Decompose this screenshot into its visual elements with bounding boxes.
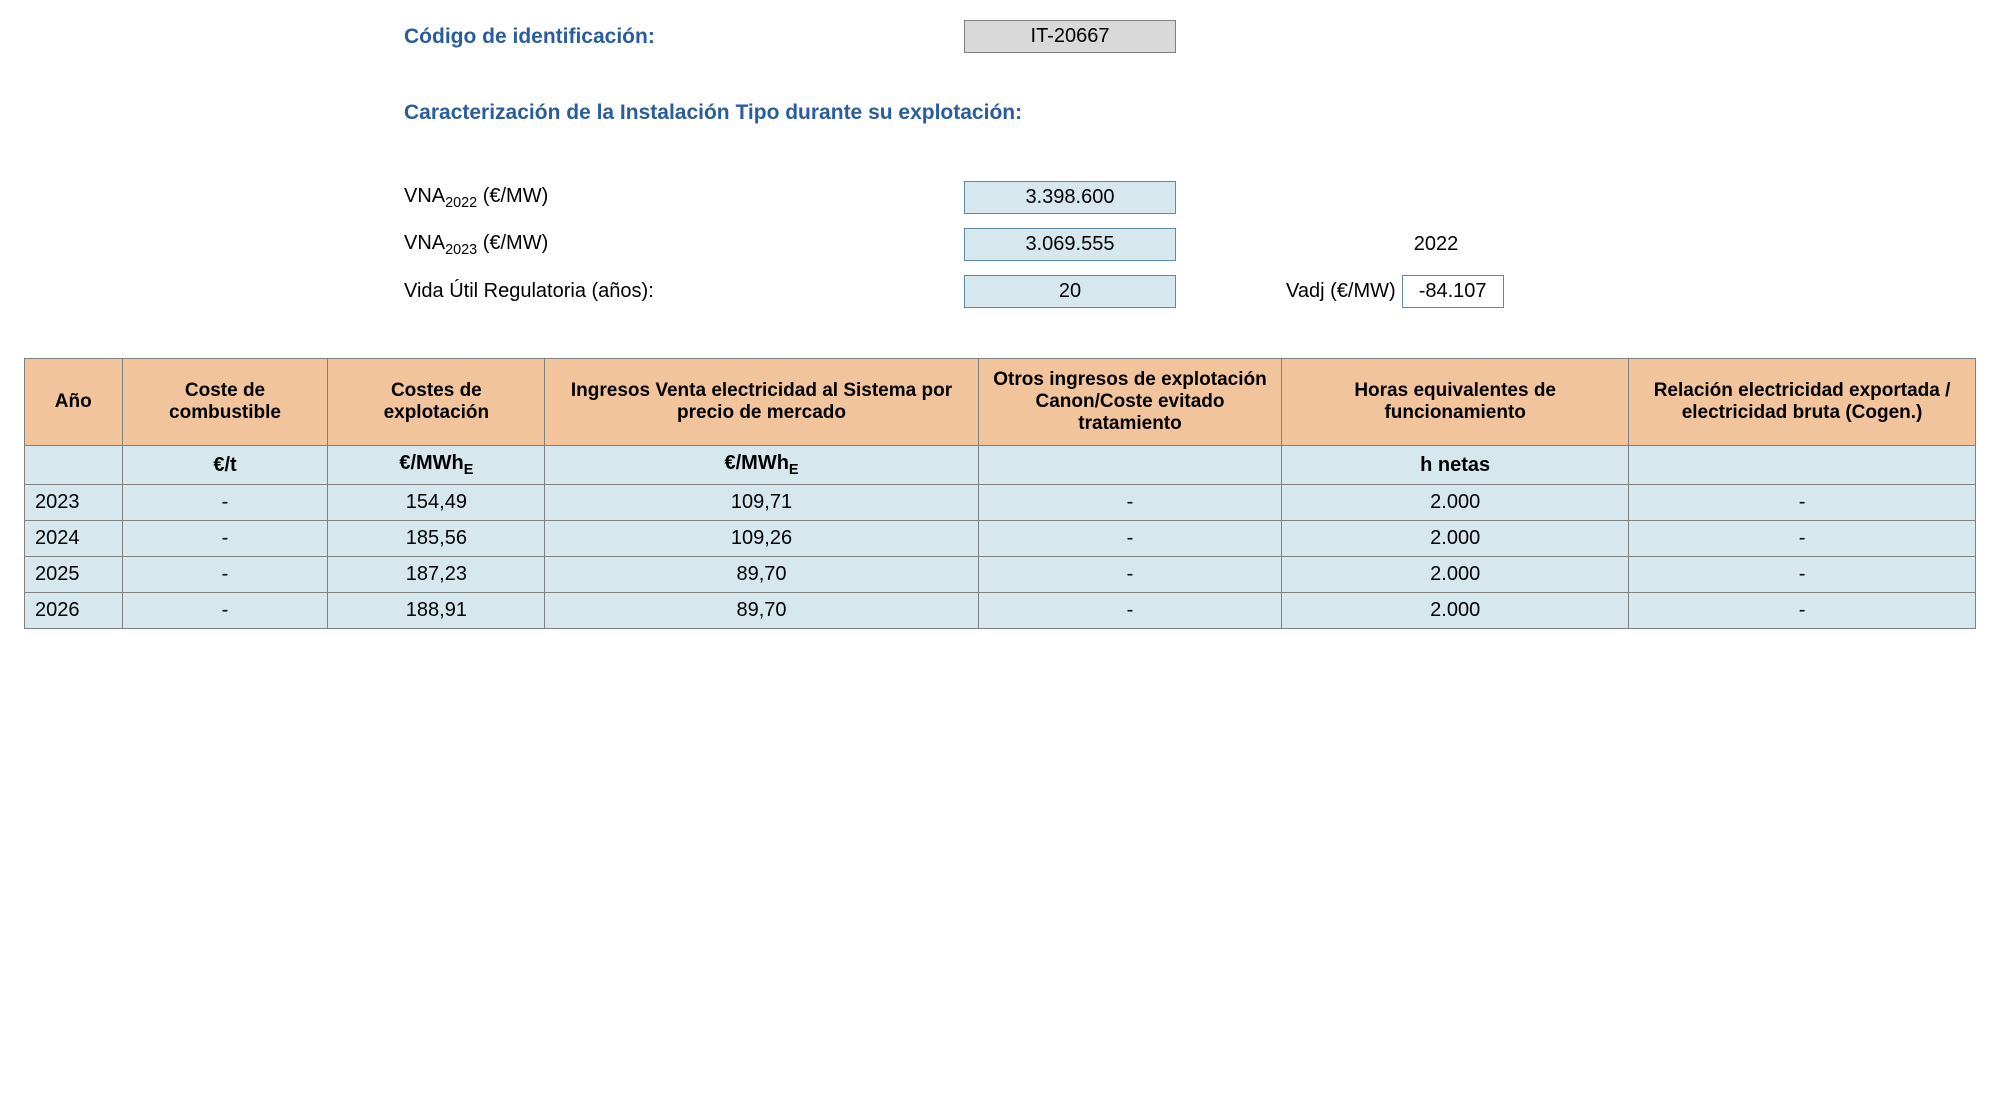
vna2023-label-post: (€/MW) <box>477 232 548 254</box>
th-coste-combustible: Coste de combustible <box>122 359 328 446</box>
unit-ingresos-venta-sub: E <box>789 462 799 478</box>
unit-otros-ingresos <box>978 446 1281 485</box>
header-area: Código de identificación: IT-20667 Carac… <box>404 20 1976 308</box>
cell-ano: 2024 <box>25 521 123 557</box>
th-costes-explotacion: Costes de explotación <box>328 359 545 446</box>
cell-coste-comb: - <box>122 485 328 521</box>
cell-costes-exp: 187,23 <box>328 557 545 593</box>
cell-coste-comb: - <box>122 521 328 557</box>
unit-ingresos-venta: €/MWhE <box>545 446 979 485</box>
section-title: Caracterización de la Instalación Tipo d… <box>404 101 1976 125</box>
cell-otros-ingresos: - <box>978 557 1281 593</box>
unit-coste-comb: €/t <box>122 446 328 485</box>
cell-horas-eq: 2.000 <box>1282 521 1629 557</box>
table-header-row: Año Coste de combustible Costes de explo… <box>25 359 1976 446</box>
vadj-value: -84.107 <box>1402 275 1504 308</box>
table-row: 2024-185,56109,26-2.000- <box>25 521 1976 557</box>
cell-ingresos-venta: 109,71 <box>545 485 979 521</box>
cell-costes-exp: 185,56 <box>328 521 545 557</box>
cell-horas-eq: 2.000 <box>1282 593 1629 629</box>
th-relacion: Relación electricidad exportada / electr… <box>1629 359 1976 446</box>
vna2023-label-sub: 2023 <box>445 242 477 258</box>
unit-ingresos-venta-pre: €/MWh <box>724 452 788 474</box>
th-otros-ingresos: Otros ingresos de explotación Canon/Cost… <box>978 359 1281 446</box>
cell-horas-eq: 2.000 <box>1282 485 1629 521</box>
cell-otros-ingresos: - <box>978 521 1281 557</box>
cell-ano: 2025 <box>25 557 123 593</box>
vida-row: Vida Útil Regulatoria (años): 20 Vadj (€… <box>404 275 1976 308</box>
th-ano: Año <box>25 359 123 446</box>
cell-ingresos-venta: 89,70 <box>545 557 979 593</box>
cell-relacion: - <box>1629 557 1976 593</box>
table-row: 2026-188,9189,70-2.000- <box>25 593 1976 629</box>
cell-ingresos-venta: 109,26 <box>545 521 979 557</box>
vna2022-row: VNA2022 (€/MW) 3.398.600 <box>404 181 1976 214</box>
cell-coste-comb: - <box>122 593 328 629</box>
code-label: Código de identificación: <box>404 25 964 49</box>
unit-costes-exp: €/MWhE <box>328 446 545 485</box>
vna2023-label: VNA2023 (€/MW) <box>404 232 964 258</box>
vna2023-row: VNA2023 (€/MW) 3.069.555 2022 <box>404 228 1976 261</box>
vna2023-label-pre: VNA <box>404 232 445 254</box>
vna2022-value: 3.398.600 <box>964 181 1176 214</box>
unit-costes-exp-pre: €/MWh <box>399 452 463 474</box>
table-units-row: €/t €/MWhE €/MWhE h netas <box>25 446 1976 485</box>
cell-horas-eq: 2.000 <box>1282 557 1629 593</box>
cell-ano: 2023 <box>25 485 123 521</box>
vadj-label: Vadj (€/MW) <box>1286 280 1396 303</box>
cell-ingresos-venta: 89,70 <box>545 593 979 629</box>
cell-coste-comb: - <box>122 557 328 593</box>
vna2022-label: VNA2022 (€/MW) <box>404 185 964 211</box>
code-row: Código de identificación: IT-20667 <box>404 20 1976 53</box>
vna2023-value: 3.069.555 <box>964 228 1176 261</box>
cell-costes-exp: 154,49 <box>328 485 545 521</box>
table-row: 2025-187,2389,70-2.000- <box>25 557 1976 593</box>
vida-label: Vida Útil Regulatoria (años): <box>404 280 964 303</box>
vna2022-label-post: (€/MW) <box>477 185 548 207</box>
cell-ano: 2026 <box>25 593 123 629</box>
exploitation-table: Año Coste de combustible Costes de explo… <box>24 358 1976 629</box>
cell-relacion: - <box>1629 593 1976 629</box>
unit-relacion <box>1629 446 1976 485</box>
unit-horas-eq: h netas <box>1282 446 1629 485</box>
vna2022-label-sub: 2022 <box>445 195 477 211</box>
cell-otros-ingresos: - <box>978 593 1281 629</box>
code-value-box: IT-20667 <box>964 20 1176 53</box>
table-body: €/t €/MWhE €/MWhE h netas 2023-154,49109… <box>25 446 1976 629</box>
unit-costes-exp-sub: E <box>464 462 474 478</box>
right-year: 2022 <box>1376 233 1496 256</box>
th-ingresos-venta: Ingresos Venta electricidad al Sistema p… <box>545 359 979 446</box>
cell-relacion: - <box>1629 521 1976 557</box>
cell-relacion: - <box>1629 485 1976 521</box>
table-row: 2023-154,49109,71-2.000- <box>25 485 1976 521</box>
unit-ano <box>25 446 123 485</box>
vna2022-label-pre: VNA <box>404 185 445 207</box>
th-horas-eq: Horas equivalentes de funcionamiento <box>1282 359 1629 446</box>
cell-costes-exp: 188,91 <box>328 593 545 629</box>
vida-value: 20 <box>964 275 1176 308</box>
cell-otros-ingresos: - <box>978 485 1281 521</box>
